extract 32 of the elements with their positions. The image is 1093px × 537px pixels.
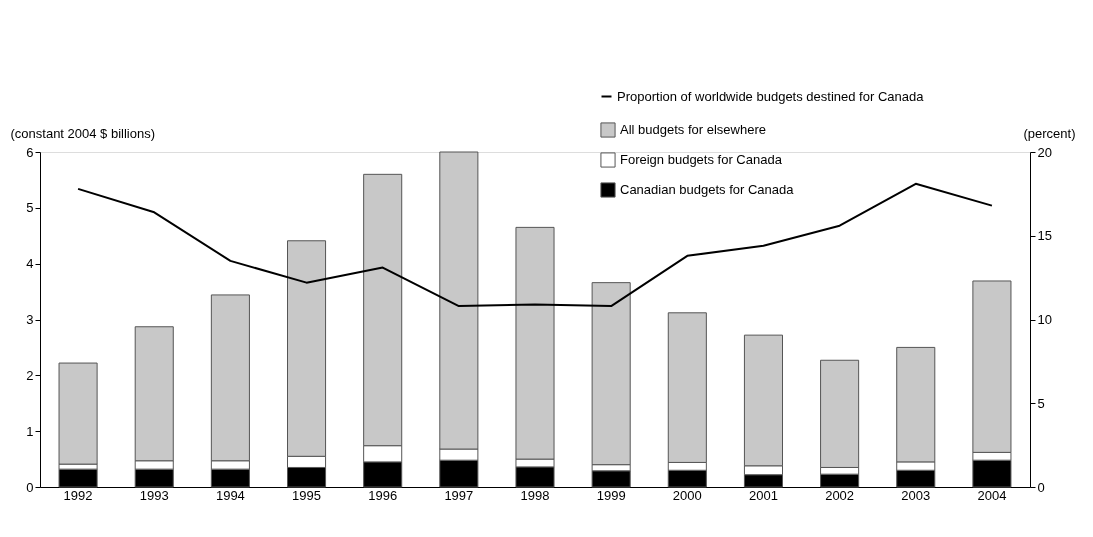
y2-tick-label: 0 xyxy=(1037,479,1045,495)
y-tick-label: 4 xyxy=(26,256,34,272)
x-tick-label: 1996 xyxy=(368,487,398,503)
y-axis-title: (constant 2004 $ billions) xyxy=(10,125,156,141)
y2-axis-title: (percent) xyxy=(1023,125,1076,141)
legend-label: Foreign budgets for Canada xyxy=(620,152,783,167)
y-tick-label: 2 xyxy=(26,367,34,383)
x-tick-label: 2001 xyxy=(749,487,778,503)
y-tick-label: 0 xyxy=(26,479,34,495)
x-tick-label: 2002 xyxy=(825,487,855,503)
x-tick-label: 1993 xyxy=(139,487,169,503)
y2-tick-label: 10 xyxy=(1037,312,1052,327)
y2-tick-label: 20 xyxy=(1037,144,1052,160)
x-tick-label: 1995 xyxy=(292,487,321,503)
x-tick-label: 2000 xyxy=(672,487,702,503)
legend-label: Proportion of worldwide budgets destined for Canada xyxy=(617,88,925,104)
y-tick-label: 6 xyxy=(26,144,34,160)
x-tick-label: 1998 xyxy=(520,487,550,503)
y2-tick-label: 5 xyxy=(1037,395,1045,411)
y-tick-label: 5 xyxy=(26,200,34,216)
x-tick-label: 1999 xyxy=(596,487,626,503)
x-tick-label: 1992 xyxy=(63,487,93,503)
x-tick-label: 2003 xyxy=(901,487,931,503)
x-tick-label: 2004 xyxy=(977,487,1007,503)
legend-label: All budgets for elsewhere xyxy=(620,122,766,137)
y2-tick-label: 15 xyxy=(1037,228,1052,244)
y-tick-label: 1 xyxy=(26,423,34,439)
x-tick-label: 1997 xyxy=(444,487,474,503)
line-series xyxy=(77,182,993,308)
x-tick-label: 1994 xyxy=(215,487,245,503)
y-tick-label: 3 xyxy=(26,312,34,327)
legend-label: Canadian budgets for Canada xyxy=(620,182,795,197)
